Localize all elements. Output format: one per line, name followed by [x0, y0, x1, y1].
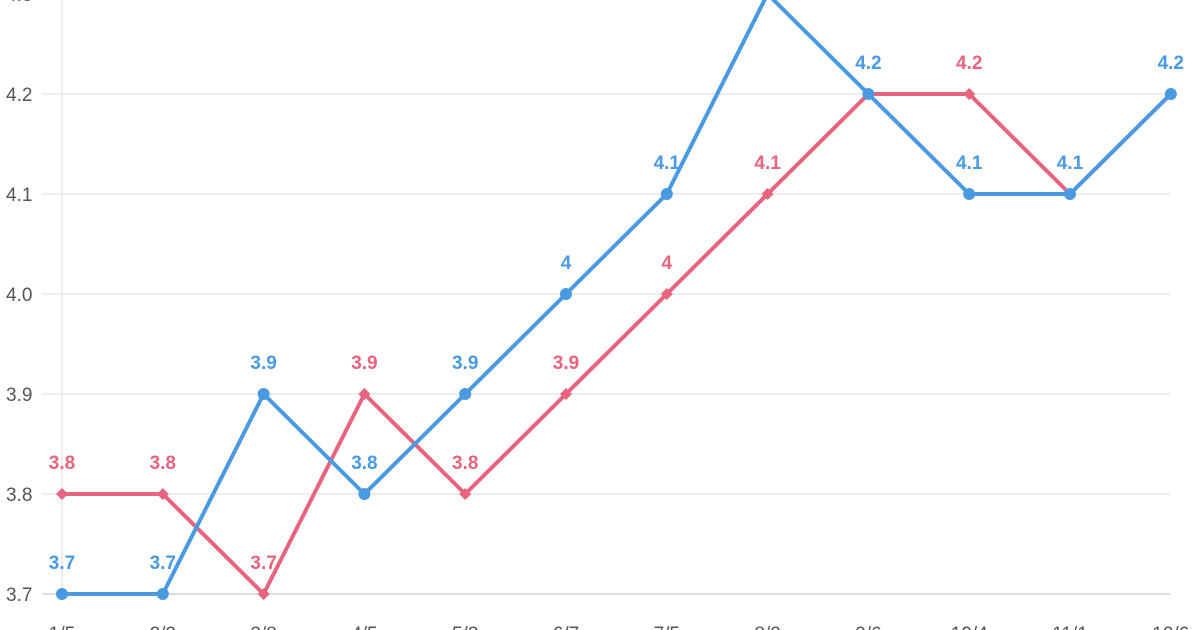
- data-label: 3.8: [452, 453, 478, 474]
- data-point: [1164, 88, 1177, 100]
- data-point: [862, 88, 875, 100]
- series-line: [60, 0, 1173, 596]
- data-label: 4.2: [1158, 53, 1184, 74]
- x-tick-label: 4/5: [351, 624, 377, 630]
- x-tick-label: 1/5: [49, 624, 75, 630]
- x-tick-label: 10/4: [951, 624, 988, 630]
- data-point: [358, 488, 371, 500]
- grid-lines: [42, 93, 1170, 595]
- data-label: 4.1: [654, 153, 681, 174]
- data-label: 4.2: [956, 53, 982, 74]
- data-label: 3.9: [553, 353, 579, 374]
- y-tick-label: 3.7: [6, 585, 32, 606]
- data-label: 3.9: [351, 353, 377, 374]
- x-tick-label: 11/1: [1052, 624, 1088, 630]
- data-point: [56, 488, 68, 500]
- data-label: 3.7: [150, 553, 176, 574]
- data-label: 3.8: [351, 453, 377, 474]
- data-point: [156, 588, 169, 600]
- x-tick-label: 2/2: [150, 624, 176, 630]
- data-label: 4.1: [754, 153, 781, 174]
- data-point: [761, 188, 774, 200]
- data-label: 3.8: [150, 453, 176, 474]
- data-label: 4.1: [1057, 153, 1084, 174]
- data-point: [963, 88, 976, 100]
- y-tick-label: 3.8: [6, 485, 32, 506]
- y-tick-label: 4.1: [6, 185, 32, 206]
- data-label: 4: [662, 253, 673, 274]
- axes: 3.7 3.8 3.9 4.0 4.1 4.2 4.3 1/5 2/2 3/8 4/5 5/3 6/7 7…: [6, 0, 1189, 630]
- data-point: [1064, 188, 1076, 200]
- y-tick-label: 4.3: [6, 0, 32, 6]
- x-tick-label: 3/8: [250, 624, 276, 630]
- x-tick-label: 5/3: [452, 624, 478, 630]
- data-labels: 3.8 3.8 3.7 3.9 3.8 3.9 4 4.1 4.2 3.7 3.7 3.9 3.8 3.9…: [49, 53, 1184, 574]
- data-point: [560, 388, 572, 400]
- series-layer: [56, 0, 1177, 600]
- x-tick-label: 8/2: [754, 624, 780, 630]
- data-point: [257, 588, 270, 600]
- data-label: 3.8: [49, 453, 75, 474]
- data-label: 4: [561, 253, 572, 274]
- y-tick-label: 4.2: [6, 85, 32, 106]
- data-point: [358, 388, 371, 400]
- x-tick-label: 9/6: [855, 624, 881, 630]
- data-point: [660, 288, 673, 300]
- data-label: 3.7: [250, 553, 276, 574]
- data-point: [156, 488, 169, 500]
- data-point: [459, 388, 472, 400]
- series-line: [60, 92, 1173, 596]
- x-tick-label: 7/5: [654, 624, 680, 630]
- data-point: [56, 588, 68, 600]
- data-label: 3.9: [452, 353, 478, 374]
- data-point: [660, 188, 673, 200]
- data-point: [963, 188, 976, 200]
- y-tick-label: 3.9: [6, 385, 32, 406]
- data-label: 3.7: [49, 553, 75, 574]
- x-tick-label: 12/6: [1152, 624, 1189, 630]
- y-tick-label: 4.0: [6, 285, 32, 306]
- data-label: 4.2: [855, 53, 881, 74]
- data-label: 3.9: [250, 353, 276, 374]
- data-point: [560, 288, 572, 300]
- data-point: [459, 488, 472, 500]
- data-label: 4.1: [956, 153, 983, 174]
- x-tick-label: 6/7: [553, 624, 579, 630]
- data-point: [257, 388, 270, 400]
